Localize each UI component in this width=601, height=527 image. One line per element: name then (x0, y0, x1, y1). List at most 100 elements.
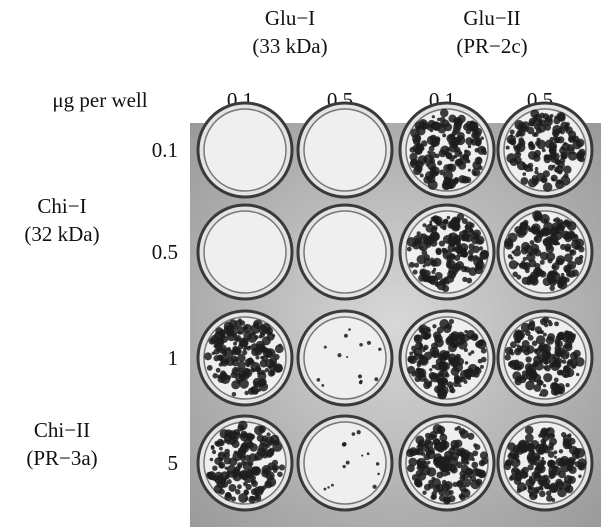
colony (359, 381, 363, 385)
colony (423, 345, 429, 351)
colony (420, 355, 423, 358)
colony (543, 317, 550, 324)
colony (469, 223, 474, 228)
colony (324, 488, 327, 491)
colony (434, 444, 439, 449)
colony (471, 350, 475, 354)
colony (376, 462, 380, 466)
colony (245, 498, 248, 501)
colony (258, 389, 261, 392)
colony (440, 432, 444, 436)
colony (452, 155, 456, 159)
colony (247, 333, 257, 343)
colony (218, 453, 221, 456)
colony (578, 246, 584, 252)
colony (239, 337, 249, 347)
colony (279, 464, 285, 470)
column-group-title: Glu−II (463, 6, 520, 30)
colony (514, 378, 522, 386)
colony (373, 485, 377, 489)
colony (221, 359, 228, 366)
colony (210, 458, 214, 462)
colony (224, 349, 234, 359)
colony (428, 480, 433, 485)
colony (554, 465, 557, 468)
colony (539, 113, 545, 119)
colony (445, 373, 450, 378)
colony (418, 466, 424, 472)
colony (552, 165, 555, 168)
colony (471, 468, 480, 477)
colony (476, 142, 481, 147)
colony (522, 277, 530, 285)
colony (222, 477, 226, 481)
colony (559, 449, 563, 453)
colony (543, 170, 550, 177)
colony (464, 348, 468, 352)
colony (247, 357, 253, 363)
colony (478, 359, 483, 364)
colony (461, 458, 468, 465)
colony (204, 352, 212, 360)
colony (557, 488, 566, 497)
colony (557, 219, 564, 226)
colony (514, 338, 519, 343)
colony (466, 278, 472, 284)
row-group-subtitle: (32 kDa) (24, 222, 99, 246)
colony (253, 389, 259, 395)
colony (457, 426, 461, 430)
colony (450, 440, 459, 449)
colony (367, 452, 370, 455)
colony (447, 237, 456, 246)
colony (568, 433, 572, 437)
colony (454, 118, 463, 127)
colony (511, 257, 514, 260)
colony (432, 324, 436, 328)
colony (524, 245, 533, 254)
well-inner (304, 109, 386, 191)
colony (475, 236, 484, 245)
colony (417, 369, 422, 374)
colony (269, 363, 277, 371)
colony (426, 382, 432, 388)
colony (536, 335, 546, 345)
colony (548, 473, 554, 479)
colony (468, 145, 472, 149)
colony (572, 136, 579, 143)
colony (472, 168, 481, 177)
colony (529, 492, 534, 497)
colony (212, 466, 217, 471)
row-label: 1 (168, 346, 179, 370)
colony (437, 138, 440, 141)
colony (228, 471, 234, 477)
colony (407, 247, 412, 252)
figure: Glu−I (33 kDa) Glu−II (PR−2c) μg per wel… (0, 0, 601, 527)
colony (525, 268, 530, 273)
colony (456, 332, 465, 341)
colony (557, 136, 564, 143)
colony (331, 484, 334, 487)
colony (544, 117, 553, 126)
colony (476, 366, 479, 369)
colony (522, 172, 526, 176)
colony (239, 379, 249, 389)
colony (534, 349, 539, 354)
colony (268, 439, 274, 445)
colony (235, 489, 241, 495)
colony (471, 462, 478, 469)
colony (324, 346, 327, 349)
colony (415, 436, 424, 445)
colony (510, 129, 515, 134)
colony (534, 212, 542, 220)
colony (564, 277, 569, 282)
colony (346, 461, 350, 465)
well-inner (304, 422, 386, 504)
colony (232, 392, 237, 397)
colony (409, 449, 414, 454)
colony (516, 143, 526, 153)
row-label: 5 (168, 451, 179, 475)
colony (527, 165, 530, 168)
colony (358, 374, 362, 378)
colony (474, 255, 479, 260)
colony (427, 150, 430, 153)
